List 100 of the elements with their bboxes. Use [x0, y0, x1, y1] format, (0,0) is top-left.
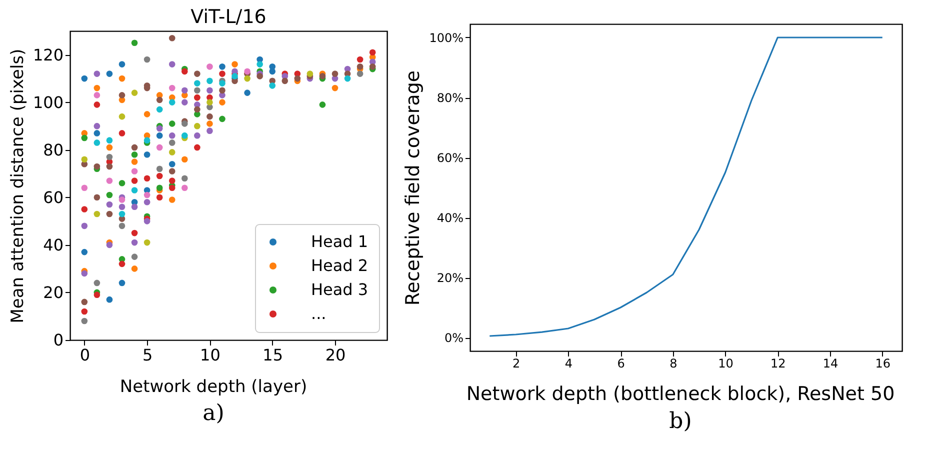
point: [81, 134, 88, 142]
point: [106, 163, 113, 170]
point: [168, 196, 176, 203]
x-axis-title: Network depth (layer): [120, 377, 308, 397]
point: [118, 130, 126, 136]
point: [206, 64, 213, 70]
point: [81, 75, 88, 82]
point: [118, 180, 126, 186]
point: [81, 156, 88, 163]
point: [94, 280, 100, 286]
point: [118, 61, 126, 68]
y-tick-label: 100: [32, 92, 64, 112]
point: [244, 68, 250, 75]
point: [131, 187, 138, 194]
y-tick-label: 40%: [436, 211, 464, 225]
point: [94, 122, 100, 130]
point: [181, 132, 188, 139]
point: [168, 132, 176, 139]
point: [144, 239, 150, 246]
point: [156, 172, 163, 180]
point: [156, 132, 163, 139]
legend-label: Head 3: [311, 280, 368, 299]
point: [168, 140, 176, 146]
point: [194, 87, 200, 94]
line-series: [488, 36, 884, 337]
x-tick-label: 20: [325, 346, 346, 364]
point: [106, 137, 113, 144]
y-tick-label: 20%: [436, 271, 464, 285]
point: [168, 84, 176, 92]
point: [156, 125, 163, 132]
x-tick-label: 16: [875, 356, 891, 370]
point: [269, 82, 276, 89]
y-tick-label: 100%: [429, 31, 464, 45]
point: [256, 61, 263, 68]
y-tick-label: 80%: [436, 91, 464, 105]
point: [356, 64, 364, 70]
point: [94, 194, 100, 201]
point: [118, 75, 126, 82]
point: [206, 87, 213, 94]
point: [156, 106, 163, 113]
point: [168, 61, 176, 68]
point: [232, 61, 238, 68]
point: [94, 70, 100, 77]
y-tick-label: 60%: [436, 151, 464, 165]
point: [81, 270, 88, 277]
point: [168, 160, 176, 168]
point: [106, 242, 113, 248]
point: [106, 192, 113, 198]
point: [319, 102, 326, 108]
text: b): [669, 409, 692, 434]
point: [219, 80, 226, 86]
point: [156, 96, 163, 104]
point: [282, 78, 288, 84]
point: [144, 198, 150, 206]
point: [344, 75, 351, 82]
point: [181, 175, 188, 182]
x-tick-label: 8: [670, 356, 678, 370]
point: [118, 113, 126, 120]
point: [168, 178, 176, 184]
point: [144, 111, 150, 118]
point: [81, 308, 88, 315]
y-tick-label: 20: [43, 282, 64, 302]
point: [106, 144, 113, 151]
point: [144, 192, 150, 198]
point: [181, 99, 188, 106]
y-axis-title: Receptive field coverage: [402, 70, 424, 306]
point: [106, 210, 113, 218]
point: [144, 137, 150, 144]
point: [356, 56, 364, 63]
point: [181, 156, 188, 163]
point: [206, 99, 213, 106]
point: [244, 90, 250, 96]
point: [219, 64, 226, 70]
point: [131, 151, 138, 158]
point: [206, 78, 213, 84]
point: [131, 239, 138, 246]
point: [81, 248, 88, 256]
point: [118, 196, 126, 203]
point: [106, 154, 113, 160]
point: [106, 201, 113, 208]
point: [94, 140, 100, 146]
x-tick-label: 0: [80, 346, 90, 364]
point: [181, 120, 188, 127]
point: [94, 92, 100, 98]
point: [118, 260, 126, 268]
point: [94, 84, 100, 92]
legend-label: Head 1: [311, 232, 368, 251]
point: [181, 184, 188, 192]
point: [194, 80, 200, 86]
point: [131, 266, 138, 272]
legend-label: Head 2: [311, 256, 368, 275]
point: [81, 298, 88, 306]
point: [94, 102, 100, 108]
x-tick-label: 10: [200, 346, 220, 364]
point: [356, 70, 364, 77]
point: [181, 68, 188, 75]
x-tick-label: 4: [564, 356, 572, 370]
point: [319, 73, 326, 80]
point: [106, 178, 113, 184]
point: [156, 144, 163, 151]
